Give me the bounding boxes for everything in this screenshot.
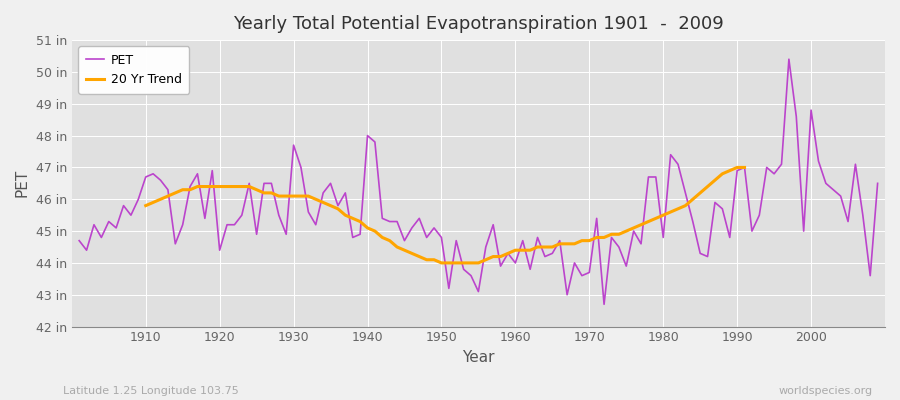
Line: PET: PET <box>79 59 878 304</box>
20 Yr Trend <box>310 197 321 202</box>
20 Yr Trend <box>732 165 742 170</box>
PET <box>606 235 616 240</box>
PET <box>74 238 85 243</box>
PET <box>340 190 351 195</box>
20 Yr Trend <box>614 232 625 237</box>
Text: Latitude 1.25 Longitude 103.75: Latitude 1.25 Longitude 103.75 <box>63 386 238 396</box>
20 Yr Trend <box>421 257 432 262</box>
20 Yr Trend <box>303 194 314 198</box>
PET <box>784 57 795 62</box>
PET <box>598 302 609 307</box>
Legend: PET, 20 Yr Trend: PET, 20 Yr Trend <box>78 46 189 94</box>
Y-axis label: PET: PET <box>15 169 30 198</box>
PET <box>133 197 144 202</box>
PET <box>295 165 306 170</box>
20 Yr Trend <box>281 194 292 198</box>
20 Yr Trend <box>628 226 639 230</box>
PET <box>510 260 521 265</box>
20 Yr Trend <box>436 260 446 265</box>
Text: worldspecies.org: worldspecies.org <box>778 386 873 396</box>
PET <box>872 181 883 186</box>
Line: 20 Yr Trend: 20 Yr Trend <box>146 168 744 263</box>
20 Yr Trend <box>140 203 151 208</box>
X-axis label: Year: Year <box>462 350 495 365</box>
20 Yr Trend <box>739 165 750 170</box>
Title: Yearly Total Potential Evapotranspiration 1901  -  2009: Yearly Total Potential Evapotranspiratio… <box>233 15 724 33</box>
PET <box>502 251 513 256</box>
